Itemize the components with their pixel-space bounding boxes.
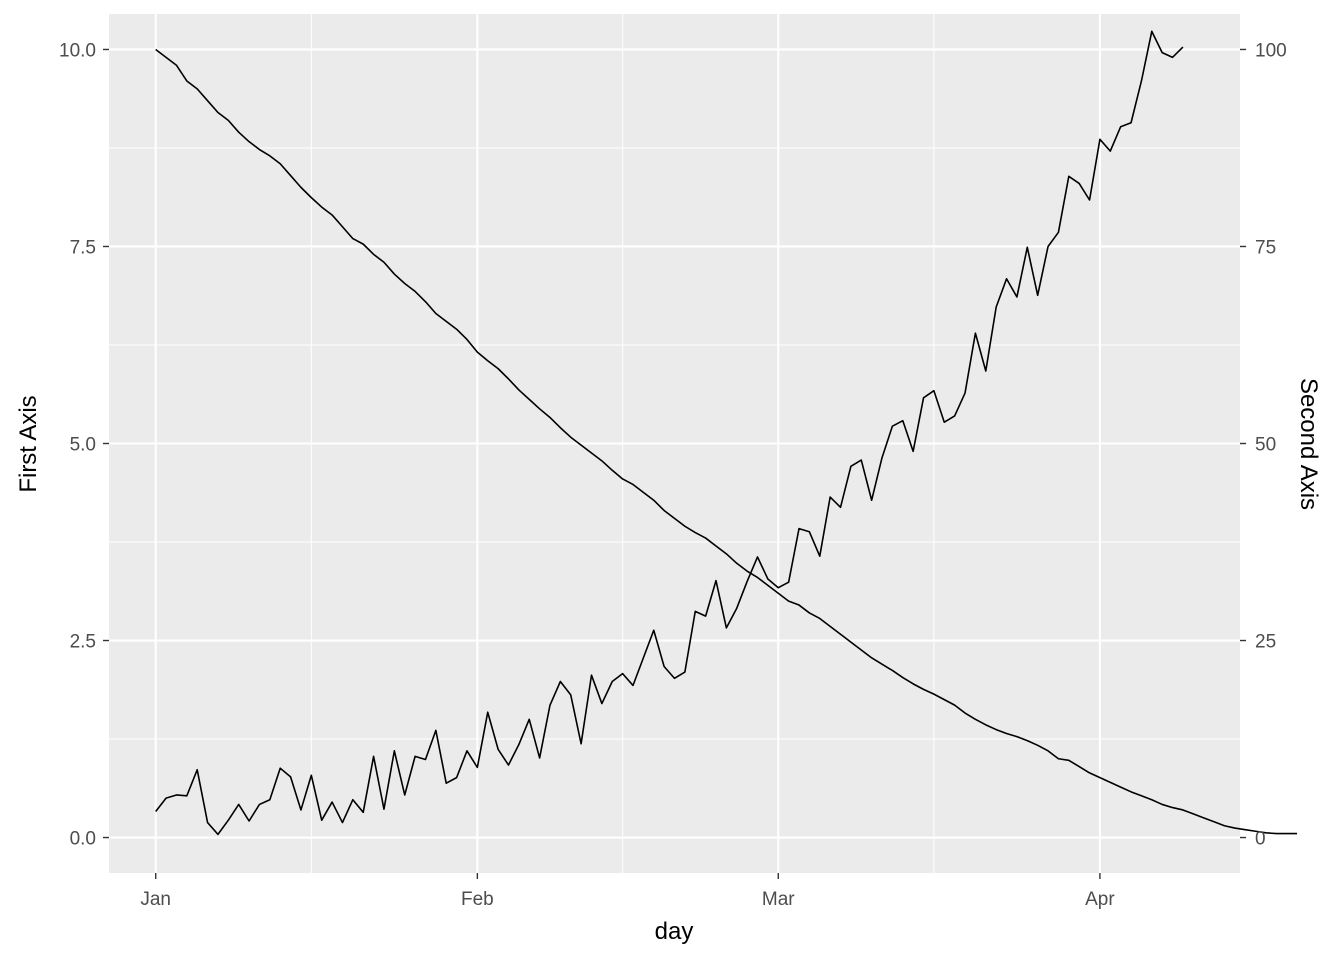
y2-tick-label: 75 xyxy=(1255,237,1276,258)
y2-axis-title: Second Axis xyxy=(1295,378,1322,510)
y2-tick-label: 100 xyxy=(1255,40,1287,61)
major-gridlines xyxy=(109,14,1240,873)
y-axis-title: First Axis xyxy=(15,395,42,492)
x-axis: Jan Feb Mar Apr xyxy=(140,873,1115,910)
y-tick-label: 10.0 xyxy=(59,40,96,61)
y-axis-left: 0.0 2.5 5.0 7.5 10.0 xyxy=(59,40,109,850)
y2-tick-label: 0 xyxy=(1255,829,1266,850)
x-tick-label: Jan xyxy=(140,889,171,910)
x-tick-label: Apr xyxy=(1085,889,1115,910)
series-line-1 xyxy=(155,48,1298,835)
series-lines xyxy=(155,30,1298,836)
series-line-2 xyxy=(155,30,1184,836)
y-tick-label: 0.0 xyxy=(70,829,96,850)
x-tick-label: Feb xyxy=(461,889,494,910)
y-tick-label: 2.5 xyxy=(70,632,96,653)
y-tick-label: 7.5 xyxy=(70,237,96,258)
y-axis-right: 0 25 50 75 100 xyxy=(1240,40,1287,850)
y2-tick-label: 50 xyxy=(1255,435,1276,456)
y2-tick-label: 25 xyxy=(1255,632,1276,653)
x-axis-title: day xyxy=(655,918,694,945)
y-tick-label: 5.0 xyxy=(70,435,96,456)
x-tick-label: Mar xyxy=(762,889,795,910)
